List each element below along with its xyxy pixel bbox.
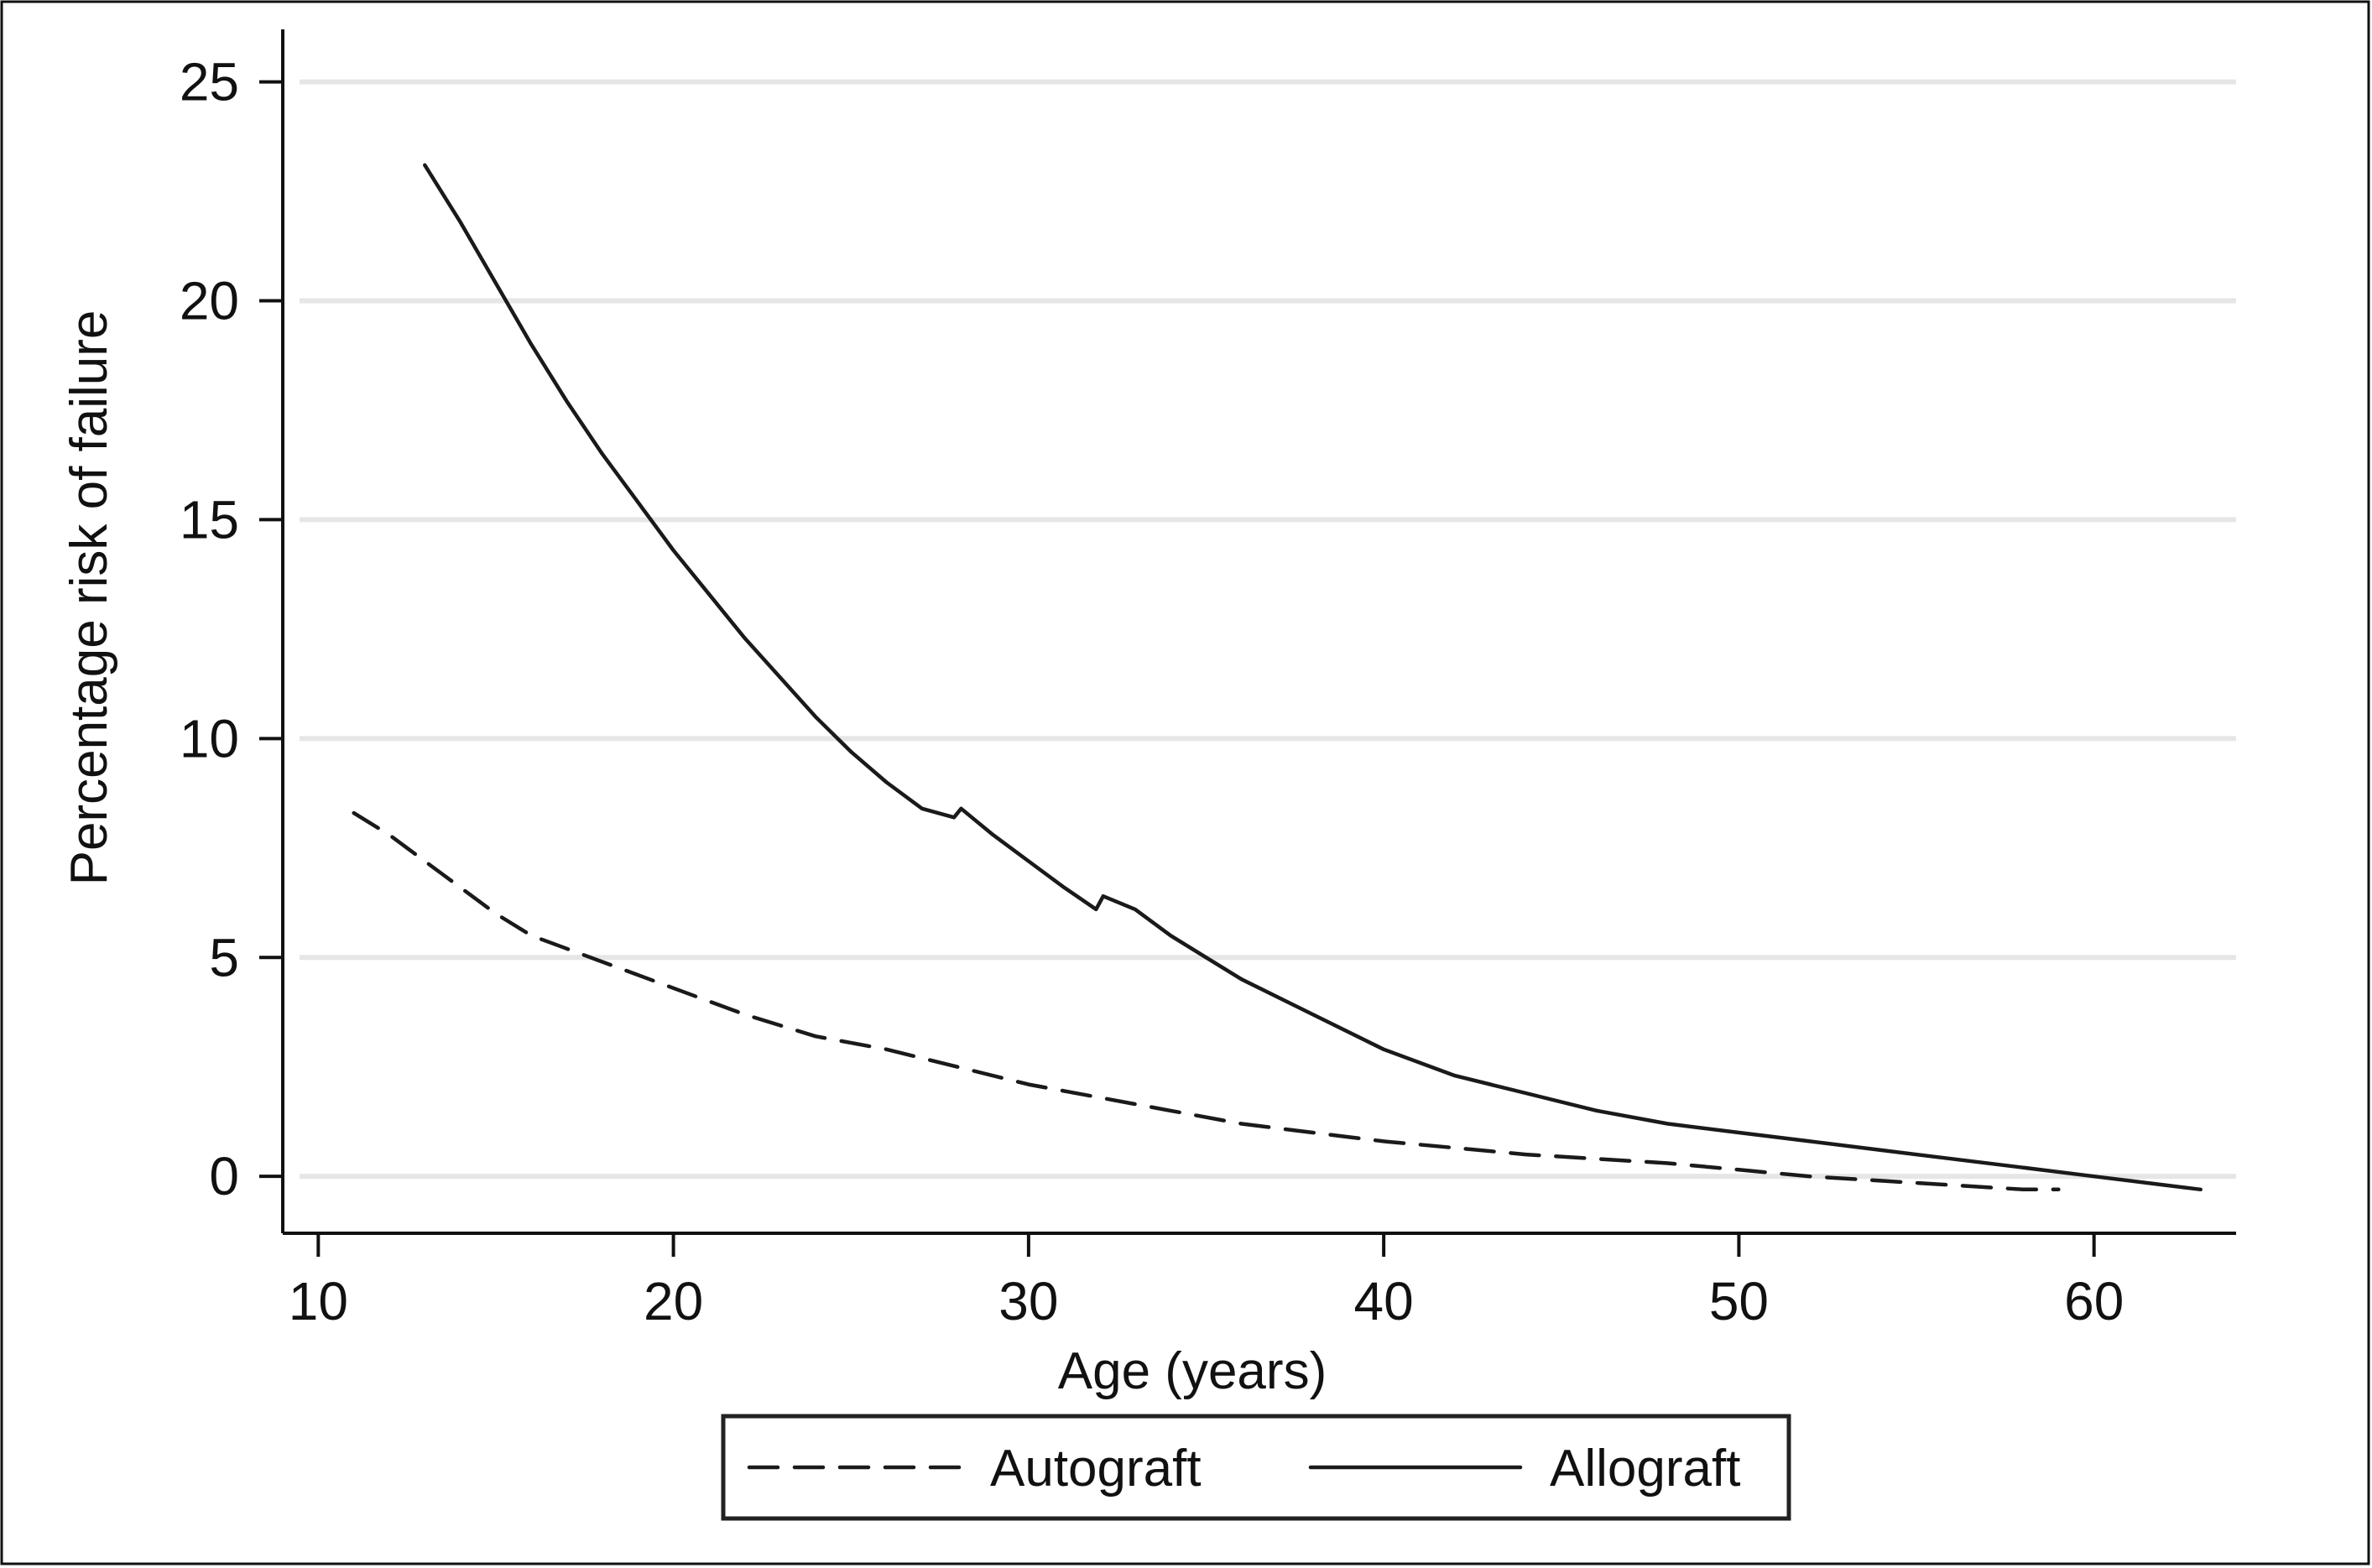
series-autograft-line [352, 810, 2061, 1192]
x-tick-label: 30 [998, 1271, 1058, 1331]
x-tick-label: 40 [1354, 1271, 1414, 1331]
tick-marks: 0 5 10 15 20 25 10 20 30 40 50 60 [180, 52, 2124, 1331]
axes [281, 29, 2236, 1235]
legend: Autograft Allograft [721, 1414, 1791, 1521]
x-axis-label: Age (years) [1058, 1342, 1327, 1400]
series-lines [352, 163, 2203, 1192]
x-tick-label: 10 [289, 1271, 348, 1331]
y-tick-label: 15 [180, 489, 239, 550]
legend-label-autograft: Autograft [990, 1440, 1202, 1498]
x-tick-label: 20 [644, 1271, 703, 1331]
y-tick-label: 0 [209, 1146, 239, 1206]
y-axis-label: Percentage risk of failure [60, 310, 118, 886]
y-tick-label: 20 [180, 271, 239, 331]
series-allograft-line [423, 163, 2203, 1192]
y-tick-label: 10 [180, 708, 239, 768]
y-tick-label: 5 [209, 927, 239, 987]
x-tick-label: 50 [1709, 1271, 1769, 1331]
x-tick-label: 60 [2064, 1271, 2124, 1331]
y-tick-label: 25 [180, 52, 239, 112]
grid-lines [300, 79, 2236, 1180]
legend-label-allograft: Allograft [1550, 1440, 1740, 1498]
